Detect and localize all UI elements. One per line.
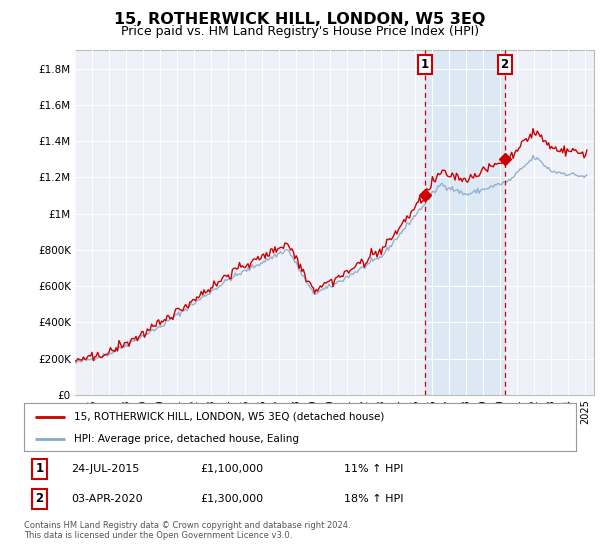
Text: 11% ↑ HPI: 11% ↑ HPI (344, 464, 404, 474)
Text: 18% ↑ HPI: 18% ↑ HPI (344, 494, 404, 504)
Text: 15, ROTHERWICK HILL, LONDON, W5 3EQ (detached house): 15, ROTHERWICK HILL, LONDON, W5 3EQ (det… (74, 412, 384, 422)
Text: 1: 1 (421, 58, 429, 72)
Bar (425, 50, 505, 395)
Text: 03-APR-2020: 03-APR-2020 (71, 494, 143, 504)
Text: 2: 2 (35, 492, 44, 506)
Text: £1,100,000: £1,100,000 (200, 464, 264, 474)
Text: £1,300,000: £1,300,000 (200, 494, 264, 504)
Text: 24-JUL-2015: 24-JUL-2015 (71, 464, 139, 474)
Text: 15, ROTHERWICK HILL, LONDON, W5 3EQ: 15, ROTHERWICK HILL, LONDON, W5 3EQ (115, 12, 485, 27)
Text: 2: 2 (500, 58, 509, 72)
Text: HPI: Average price, detached house, Ealing: HPI: Average price, detached house, Eali… (74, 434, 299, 444)
Text: 1: 1 (35, 462, 44, 475)
Text: Price paid vs. HM Land Registry's House Price Index (HPI): Price paid vs. HM Land Registry's House … (121, 25, 479, 38)
Text: Contains HM Land Registry data © Crown copyright and database right 2024.
This d: Contains HM Land Registry data © Crown c… (24, 521, 350, 540)
